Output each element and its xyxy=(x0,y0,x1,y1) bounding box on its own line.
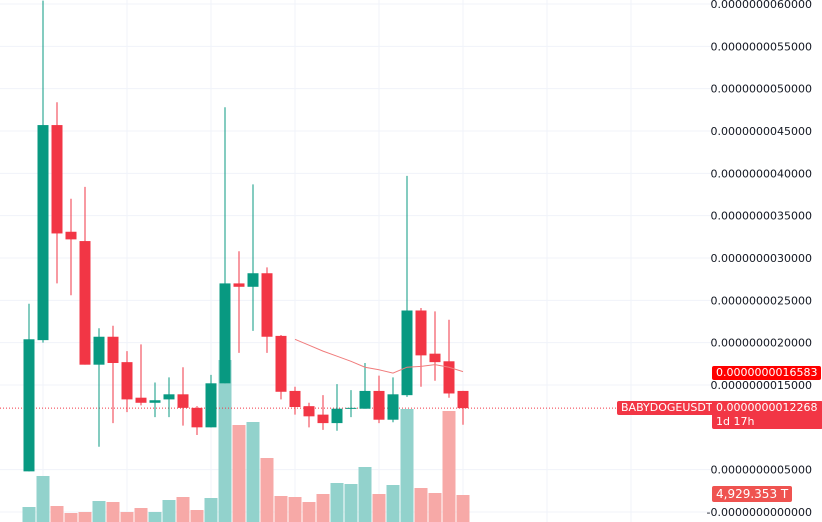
volume-bar xyxy=(428,493,442,522)
volume-bar xyxy=(78,511,92,522)
volume-bar xyxy=(162,500,176,522)
candle-body xyxy=(93,336,105,365)
price-tick-label: 0.0000000015000 xyxy=(711,379,812,392)
candle-body xyxy=(65,231,77,240)
volume-bar xyxy=(372,493,386,522)
volume-bar xyxy=(134,508,148,522)
candles xyxy=(23,0,469,472)
candle-body xyxy=(457,390,469,409)
last-price-value: 0.0000000012268 xyxy=(716,401,818,414)
price-tick-label: 0.0000000055000 xyxy=(711,40,812,53)
volume-bar xyxy=(204,498,218,522)
volume-bars xyxy=(22,360,470,522)
candle-body xyxy=(289,390,301,408)
candle-body xyxy=(247,273,259,287)
last-price-tag: 0.0000000012268 1d 17h xyxy=(712,401,822,429)
volume-bar xyxy=(148,511,162,522)
price-tick-label: 0.0000000035000 xyxy=(711,210,812,223)
price-tick-label: 0.0000000050000 xyxy=(711,83,812,96)
volume-bar xyxy=(330,483,344,522)
candle-body xyxy=(429,353,441,363)
volume-bar xyxy=(246,422,260,522)
price-axis[interactable]: 0.0000000060000 0.0000000055000 0.00000000… xyxy=(707,0,812,519)
volume-bar xyxy=(316,493,330,522)
candle-body xyxy=(205,383,217,428)
candle-body xyxy=(387,394,399,420)
candle-body xyxy=(107,336,119,363)
candle-body xyxy=(219,283,231,384)
volume-bar xyxy=(456,495,470,522)
volume-tag: 4,929.353 T xyxy=(712,486,793,502)
candle-body xyxy=(233,283,245,287)
candle-body xyxy=(373,390,385,420)
volume-bar xyxy=(414,488,428,522)
price-tick-label: -0.0000000000000 xyxy=(707,506,812,519)
candle-body xyxy=(303,406,315,417)
countdown: 1d 17h xyxy=(716,415,755,428)
candle-body xyxy=(135,397,147,403)
volume-bar xyxy=(260,457,274,522)
price-tick-label: 0.0000000045000 xyxy=(711,125,812,138)
candle-body xyxy=(275,335,287,392)
volume-bar xyxy=(92,501,106,522)
candle-body xyxy=(149,400,161,403)
candle-body xyxy=(401,310,413,396)
volume-bar xyxy=(64,513,78,522)
price-tick-label: 0.0000000020000 xyxy=(711,337,812,350)
volume-bar xyxy=(302,501,316,522)
candle-body xyxy=(261,273,273,337)
candle-body xyxy=(51,125,63,234)
candle-body xyxy=(191,407,203,428)
symbol-tag: BABYDOGEUSDT xyxy=(617,401,717,415)
volume-bar xyxy=(358,466,372,522)
volume-bar xyxy=(50,506,64,522)
candle-body xyxy=(359,390,371,409)
volume-bar xyxy=(232,425,246,522)
price-tick-label: 0.0000000040000 xyxy=(711,167,812,180)
volume-bar xyxy=(176,496,190,522)
candle-body xyxy=(345,407,357,409)
moving-average-line xyxy=(294,338,464,374)
candle-body xyxy=(37,125,49,341)
volume-bar xyxy=(190,510,204,522)
volume-bar xyxy=(36,475,50,522)
volume-bar xyxy=(274,496,288,522)
volume-bar xyxy=(218,360,232,522)
ma-value-tag: 0.0000000016583 xyxy=(712,366,822,380)
candle-body xyxy=(443,361,455,394)
candle-body xyxy=(163,394,175,400)
candle-body xyxy=(79,241,91,365)
grid xyxy=(0,0,712,522)
candle-body xyxy=(121,362,133,400)
volume-bar xyxy=(386,484,400,522)
volume-bar xyxy=(106,501,120,522)
volume-bar xyxy=(22,506,36,522)
volume-bar xyxy=(344,484,358,522)
volume-bar xyxy=(442,410,456,522)
volume-bar xyxy=(288,496,302,522)
price-tick-label: 0.0000000005000 xyxy=(711,464,812,477)
candle-body xyxy=(317,414,329,424)
candle-body xyxy=(331,408,343,424)
price-tick-label: 0.0000000060000 xyxy=(711,0,812,11)
candle-body xyxy=(177,394,189,408)
volume-bar xyxy=(400,408,414,522)
price-tick-label: 0.0000000030000 xyxy=(711,252,812,265)
price-tick-label: 0.0000000025000 xyxy=(711,294,812,307)
volume-bar xyxy=(120,511,134,522)
candle-body xyxy=(415,310,427,356)
candle-body xyxy=(23,339,35,472)
